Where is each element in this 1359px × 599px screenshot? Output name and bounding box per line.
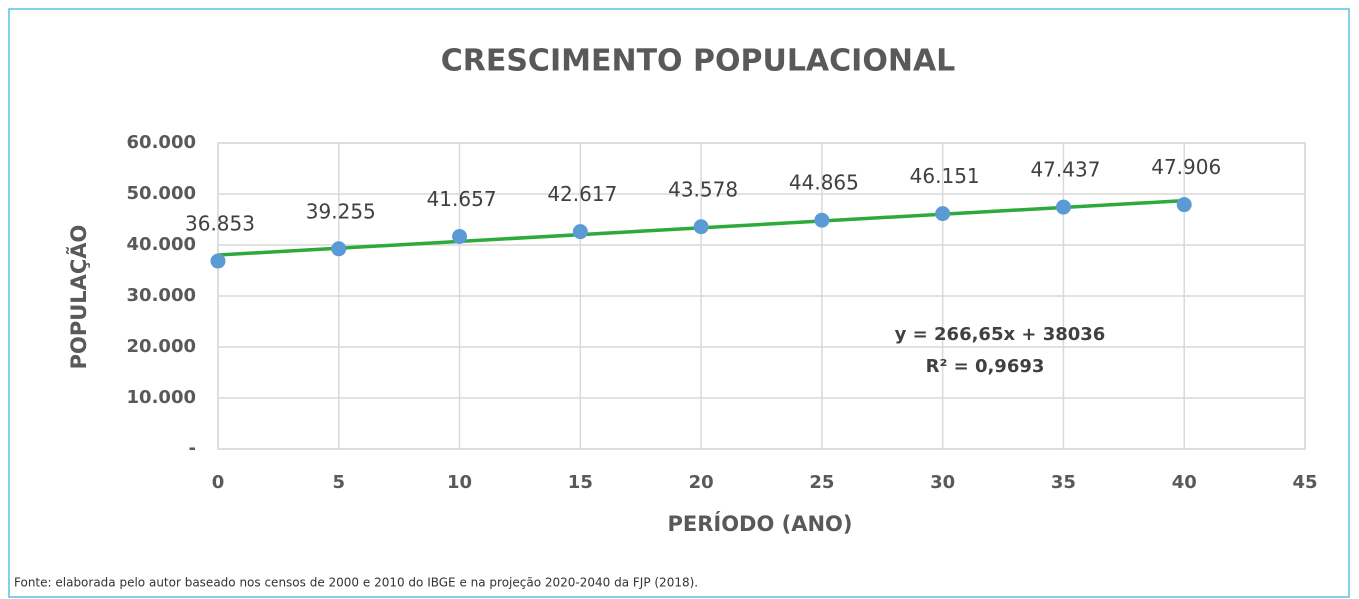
trendline-r2: R² = 0,9693 [926, 356, 1045, 377]
data-point [1176, 197, 1192, 213]
y-tick-label: - [189, 438, 196, 459]
x-tick-label: 30 [930, 472, 955, 493]
plot-border [217, 142, 1306, 450]
y-tick-label: 30.000 [127, 285, 196, 306]
y-tick-label: 40.000 [127, 234, 196, 255]
data-label: 43.578 [668, 177, 738, 201]
y-tick-label: 20.000 [127, 336, 196, 357]
data-point [331, 241, 347, 257]
data-point [572, 224, 588, 240]
data-point [693, 219, 709, 235]
chart-title: CRESCIMENTO POPULACIONAL [441, 44, 956, 79]
x-axis-label: PERÍODO (ANO) [667, 511, 852, 536]
y-tick-label: 50.000 [127, 183, 196, 204]
x-tick-label: 0 [212, 472, 225, 493]
data-label: 36.853 [185, 212, 255, 236]
y-axis-label: POPULAÇÃO [66, 225, 91, 370]
data-label: 46.151 [910, 164, 980, 188]
data-label: 42.617 [547, 182, 617, 206]
x-tick-label: 35 [1051, 472, 1076, 493]
data-point [452, 229, 468, 245]
frame [8, 8, 1350, 598]
x-tick-label: 20 [689, 472, 714, 493]
x-tick-label: 5 [333, 472, 346, 493]
data-point [210, 253, 226, 269]
data-point [935, 206, 951, 222]
data-label: 44.865 [789, 171, 859, 195]
source-note: Fonte: elaborada pelo autor baseado nos … [14, 576, 698, 590]
y-tick-label: 60.000 [127, 132, 196, 153]
data-point [1055, 199, 1071, 215]
x-tick-label: 10 [447, 472, 472, 493]
data-label: 47.437 [1030, 158, 1100, 182]
data-point [814, 212, 830, 228]
trendline-equation: y = 266,65x + 38036 [895, 324, 1106, 345]
data-label: 41.657 [427, 187, 497, 211]
x-tick-label: 45 [1292, 472, 1317, 493]
x-tick-label: 40 [1172, 472, 1197, 493]
data-label: 39.255 [306, 199, 376, 223]
y-tick-label: 10.000 [127, 387, 196, 408]
data-label: 47.906 [1151, 155, 1221, 179]
x-tick-label: 15 [568, 472, 593, 493]
x-tick-label: 25 [809, 472, 834, 493]
